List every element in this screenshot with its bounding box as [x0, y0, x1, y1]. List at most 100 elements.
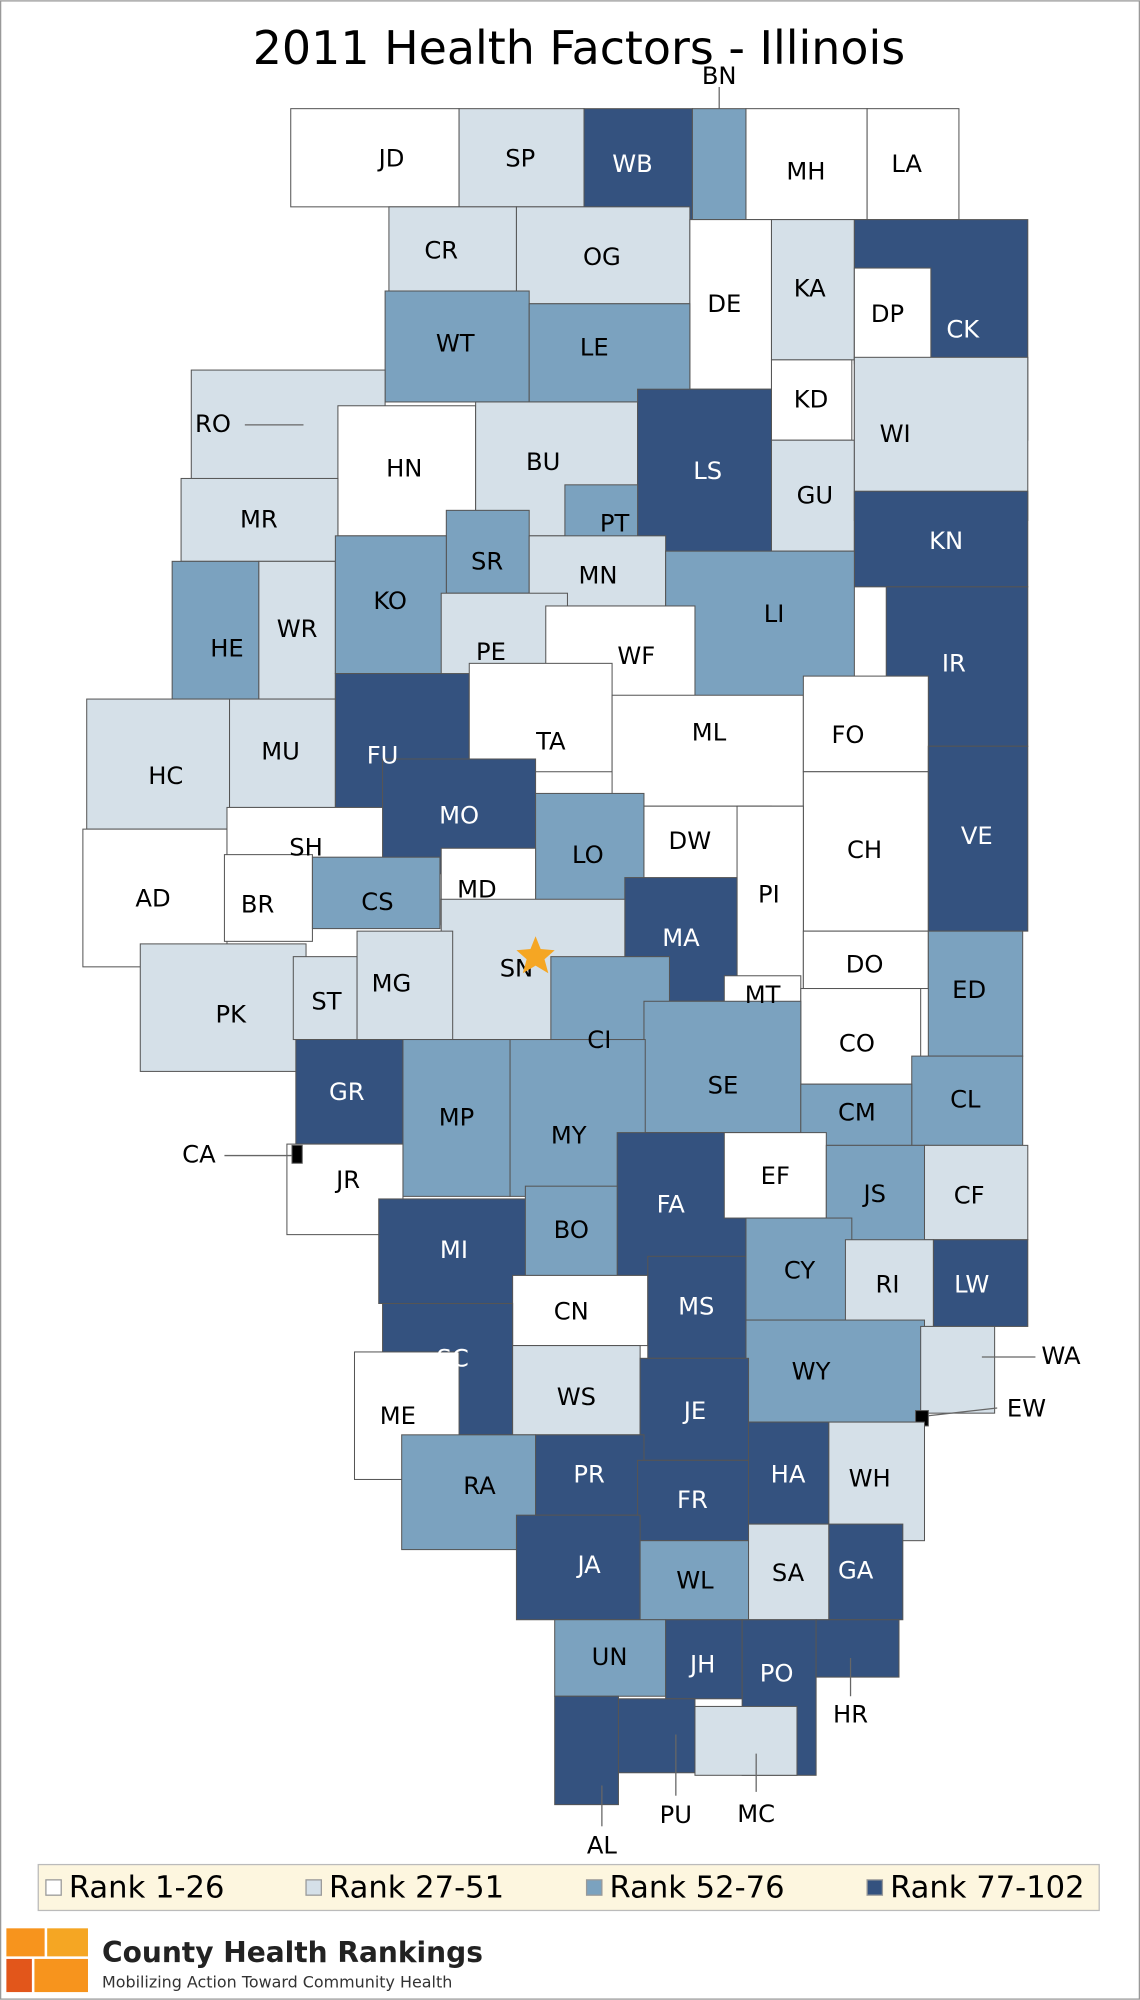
county	[171, 560, 260, 700]
county-label: CH	[847, 836, 882, 864]
county-label: HA	[771, 1461, 806, 1489]
county-label: MD	[457, 875, 497, 903]
county-label: DO	[846, 951, 884, 979]
county	[643, 1000, 802, 1134]
county	[334, 535, 447, 675]
county-label: WF	[617, 642, 655, 670]
county	[639, 1357, 750, 1461]
county	[468, 662, 613, 773]
legend-swatch	[45, 1879, 62, 1896]
county-label: BO	[554, 1216, 589, 1244]
county	[290, 108, 460, 208]
county-label: JH	[688, 1651, 715, 1679]
county-label: JA	[575, 1551, 601, 1579]
county-label: UN	[592, 1643, 628, 1671]
county	[139, 943, 307, 1072]
logo-tagline: Mobilizing Action Toward Community Healt…	[102, 1973, 452, 1992]
county-label: DP	[871, 300, 904, 328]
county-label: GU	[797, 481, 833, 509]
logo-name: County Health Rankings	[102, 1936, 483, 1969]
county-label: TA	[535, 727, 566, 755]
county-label: MG	[372, 970, 412, 998]
county-label: ML	[692, 718, 727, 746]
county-label: WR	[277, 615, 318, 643]
county	[691, 108, 747, 221]
county-label: WY	[792, 1357, 831, 1385]
county-label: PI	[758, 880, 780, 908]
county-label: CK	[946, 316, 980, 344]
county-label: WA	[1041, 1342, 1081, 1370]
county-label: LO	[572, 841, 604, 869]
county-label: ED	[952, 976, 986, 1004]
county-label: RO	[195, 410, 231, 438]
county-label: EF	[761, 1162, 790, 1190]
county	[458, 108, 585, 208]
county	[748, 1421, 830, 1525]
county-label: GR	[329, 1078, 365, 1106]
county-label: FR	[677, 1486, 708, 1514]
county-label: EW	[1007, 1394, 1046, 1422]
legend-swatch	[866, 1879, 884, 1896]
county	[291, 1144, 303, 1164]
county-label: CO	[839, 1030, 875, 1058]
county	[637, 1459, 750, 1542]
county	[694, 1705, 798, 1776]
county	[229, 698, 336, 808]
county	[512, 1274, 649, 1347]
county-label: KO	[373, 587, 407, 615]
county-label: RI	[876, 1271, 900, 1299]
county-label: MO	[439, 801, 479, 829]
county-label: KA	[794, 275, 826, 303]
county	[815, 1619, 900, 1678]
county	[932, 1239, 1029, 1327]
county-label: PK	[216, 1000, 248, 1028]
leader-line	[928, 1407, 998, 1417]
county-label: KN	[929, 527, 963, 555]
county-label: WI	[880, 420, 911, 448]
county-label: MU	[261, 738, 300, 766]
county	[853, 490, 1029, 588]
county	[844, 1239, 934, 1327]
county-label: LA	[891, 150, 922, 178]
county-label: IR	[942, 650, 966, 678]
county	[378, 1198, 537, 1304]
county-label: CI	[587, 1026, 611, 1054]
county-label: PU	[660, 1801, 692, 1829]
county	[828, 1523, 904, 1621]
county-label: PO	[760, 1660, 794, 1688]
county-label: CA	[182, 1141, 216, 1169]
county-label: CS	[361, 888, 393, 916]
county-label: LS	[693, 457, 722, 485]
county	[802, 675, 929, 773]
county-label: JS	[861, 1180, 886, 1208]
county-label: VE	[961, 822, 993, 850]
county	[554, 1695, 619, 1806]
county	[647, 1255, 747, 1359]
county	[180, 477, 339, 562]
county	[583, 108, 693, 221]
county	[748, 1523, 830, 1621]
county-label: PR	[573, 1461, 605, 1489]
county	[617, 1698, 696, 1774]
county-label: WS	[557, 1383, 596, 1411]
legend-label: Rank 52-76	[610, 1870, 785, 1905]
county	[554, 1619, 667, 1697]
county-label: MA	[662, 924, 700, 952]
county-label: LW	[954, 1271, 989, 1299]
county	[388, 206, 517, 295]
county-label: BU	[526, 448, 560, 476]
county-label: MN	[579, 562, 618, 590]
county-label: HE	[210, 634, 244, 662]
county	[802, 930, 929, 990]
county-label: SP	[505, 145, 535, 173]
county	[639, 1540, 750, 1621]
county	[927, 745, 1029, 932]
county-label: RA	[463, 1472, 496, 1500]
county-label: AL	[587, 1832, 618, 1860]
county-label: FO	[831, 721, 864, 749]
county-label: OG	[583, 243, 621, 271]
county	[920, 1325, 996, 1414]
county-label: HN	[386, 455, 422, 483]
county-label: SE	[708, 1072, 739, 1100]
